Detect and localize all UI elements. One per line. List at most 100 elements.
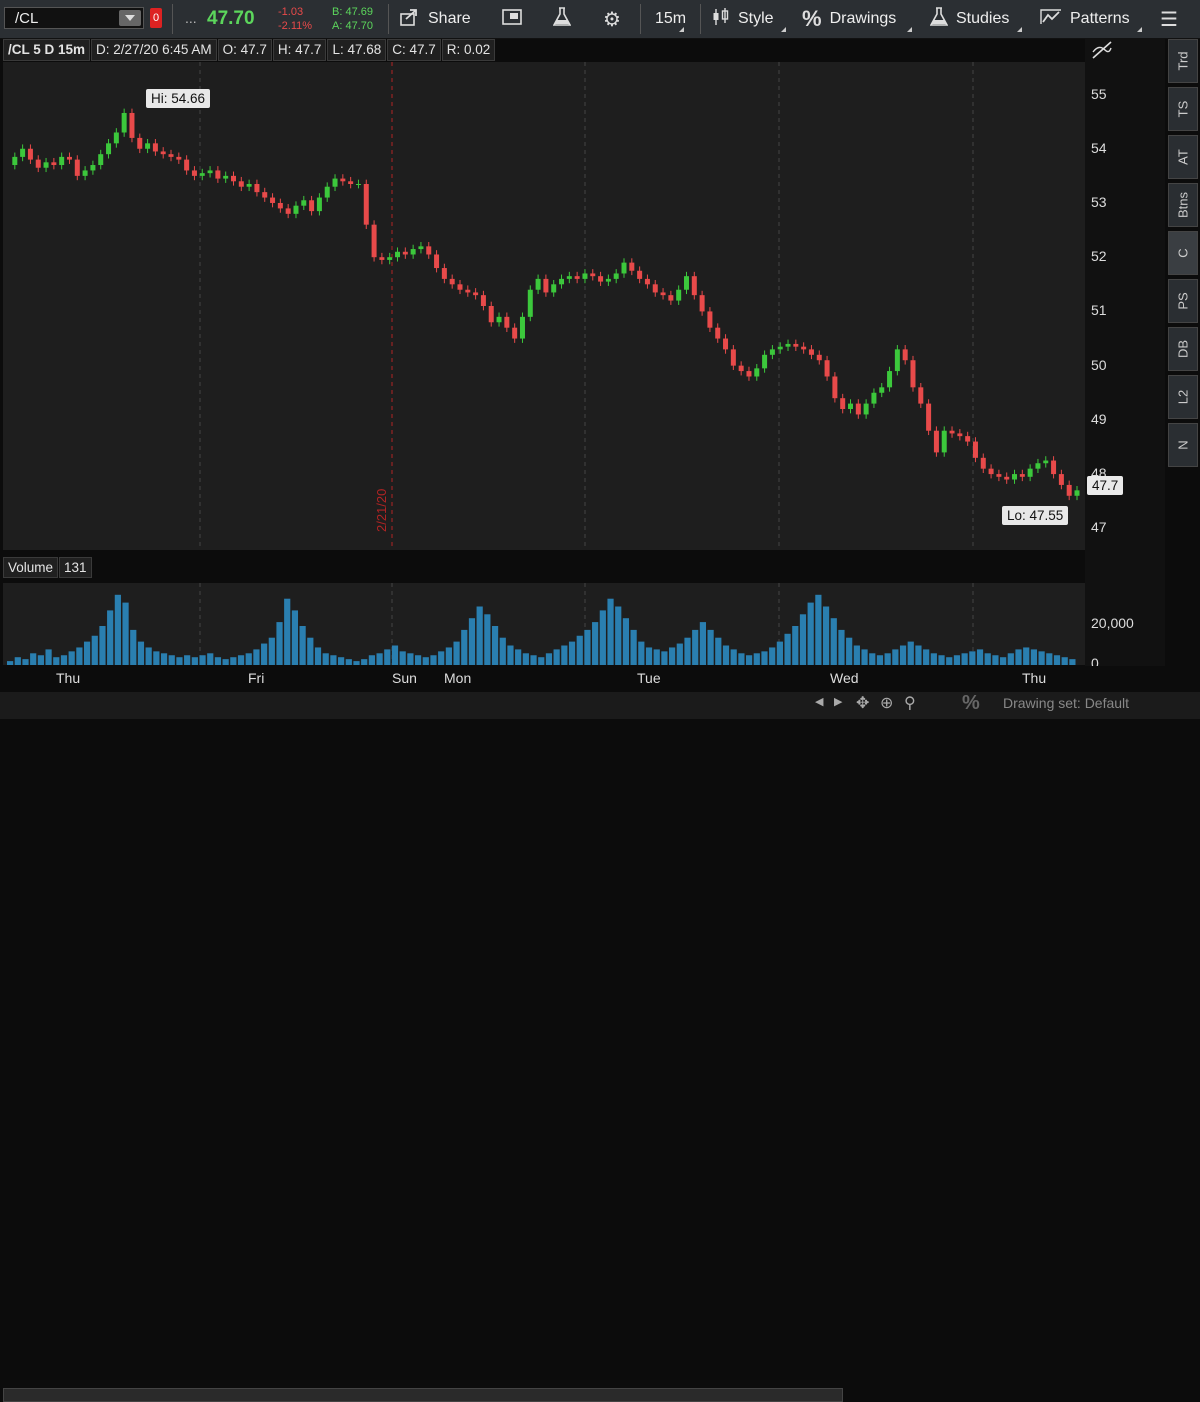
- volume-bar: [615, 606, 622, 665]
- volume-bar: [538, 657, 545, 665]
- volume-bar: [30, 653, 37, 665]
- volume-bar: [930, 653, 937, 665]
- volume-bar: [576, 635, 583, 665]
- candle-body: [90, 165, 96, 171]
- crosshair-icon[interactable]: ⊕: [880, 695, 894, 712]
- time-tick-label: Fri: [248, 670, 265, 686]
- percent-icon[interactable]: %: [962, 692, 980, 714]
- candle-body: [301, 200, 307, 206]
- candle-body: [121, 112, 127, 133]
- side-tab-btns[interactable]: Btns: [1168, 183, 1198, 227]
- volume-bar: [137, 641, 145, 665]
- volume-bar: [915, 645, 922, 665]
- candle-body: [1058, 474, 1064, 485]
- candle-body: [1012, 474, 1018, 480]
- volume-bar: [653, 649, 660, 665]
- alert-icon[interactable]: 0: [150, 8, 162, 28]
- price-chart-panel[interactable]: 2/21/20: [3, 62, 1085, 550]
- side-tab-db[interactable]: DB: [1168, 327, 1198, 371]
- candle-body: [332, 178, 338, 187]
- candle-body: [418, 246, 424, 250]
- candle-body: [738, 365, 744, 372]
- volume-bar: [938, 655, 945, 665]
- share-button[interactable]: Share: [400, 0, 471, 38]
- candle-body: [902, 349, 908, 361]
- candle-body: [926, 403, 932, 431]
- side-tab-label: L2: [1175, 389, 1191, 405]
- share-label: Share: [428, 10, 471, 27]
- candle-body: [559, 278, 565, 285]
- volume-bar: [276, 622, 283, 665]
- candle-body: [699, 295, 705, 312]
- scroll-left-icon[interactable]: ◀: [815, 696, 824, 708]
- time-tick-label: Tue: [637, 670, 661, 686]
- volume-bar: [769, 647, 776, 665]
- pan-icon[interactable]: ✥: [856, 695, 870, 712]
- side-tab-trd[interactable]: Trd: [1168, 39, 1198, 83]
- side-tab-label: C: [1175, 248, 1191, 258]
- timeframe-button[interactable]: 15m: [655, 0, 686, 38]
- volume-bar: [68, 651, 75, 665]
- time-axis[interactable]: [0, 666, 1165, 692]
- candle-body: [1004, 476, 1010, 480]
- patterns-button[interactable]: Patterns: [1040, 0, 1144, 38]
- zoom-icon[interactable]: ⚲: [904, 695, 916, 712]
- side-tab-ts[interactable]: TS: [1168, 87, 1198, 131]
- candle-body: [1035, 463, 1041, 469]
- volume-panel[interactable]: [3, 583, 1085, 665]
- candle-body: [996, 474, 1002, 477]
- drawings-button[interactable]: % Drawings: [802, 0, 914, 38]
- drawing-tool-icon[interactable]: [1091, 40, 1113, 60]
- volume-label: Volume: [3, 557, 59, 578]
- candle-body: [621, 262, 627, 274]
- candle-body: [668, 295, 674, 301]
- volume-bar: [322, 653, 329, 665]
- volume-bar: [22, 659, 29, 665]
- side-tab-ps[interactable]: PS: [1168, 279, 1198, 323]
- side-tab-l2[interactable]: L2: [1168, 375, 1198, 419]
- candle-body: [316, 197, 322, 212]
- patterns-icon: [1040, 8, 1062, 31]
- candle-body: [512, 327, 518, 339]
- volume-bar: [853, 645, 860, 665]
- flexible-grid-button[interactable]: [502, 0, 532, 38]
- scroll-right-icon[interactable]: ▶: [834, 696, 843, 708]
- candle-body: [1066, 484, 1072, 496]
- ask-price: A: 47.70: [332, 20, 373, 32]
- volume-bar: [584, 629, 591, 665]
- volume-bar: [214, 657, 222, 665]
- symbol-selector[interactable]: /CL: [4, 7, 144, 29]
- side-tab-n[interactable]: N: [1168, 423, 1198, 467]
- net-change: -1.03: [278, 6, 304, 18]
- volume-bar: [830, 618, 837, 665]
- style-button[interactable]: Style: [712, 0, 788, 38]
- candle-body: [246, 184, 252, 187]
- volume-bar: [907, 641, 914, 665]
- lab-button[interactable]: [552, 0, 579, 38]
- side-tab-at[interactable]: AT: [1168, 135, 1198, 179]
- chevron-down-icon[interactable]: [119, 10, 141, 26]
- candle-body: [309, 200, 315, 212]
- session-marker-label: 2/21/20: [374, 489, 389, 532]
- side-tab-c[interactable]: C: [1168, 231, 1198, 275]
- volume-bar: [1038, 651, 1045, 665]
- price-tick-label: 53: [1091, 193, 1107, 210]
- candle-body: [566, 276, 572, 279]
- volume-bar: [638, 641, 645, 665]
- horizontal-scrollbar[interactable]: [3, 1388, 843, 1402]
- volume-bar: [438, 651, 445, 665]
- candle-body: [348, 181, 354, 184]
- more-button[interactable]: ...: [185, 10, 197, 26]
- settings-button[interactable]: ⚙: [603, 0, 629, 38]
- price-tick-label: 47: [1091, 519, 1107, 536]
- volume-chart: [7, 583, 1076, 665]
- candle-body: [871, 392, 877, 404]
- menu-button[interactable]: ☰: [1160, 0, 1186, 38]
- candle-body: [551, 284, 557, 293]
- price-chart[interactable]: 2/21/20: [3, 62, 1085, 550]
- price-axis[interactable]: [1085, 39, 1165, 669]
- studies-button[interactable]: Studies: [929, 0, 1024, 38]
- candle-body: [152, 143, 158, 152]
- drawing-set-label[interactable]: Drawing set: Default: [1003, 695, 1130, 711]
- candle-body: [199, 173, 205, 176]
